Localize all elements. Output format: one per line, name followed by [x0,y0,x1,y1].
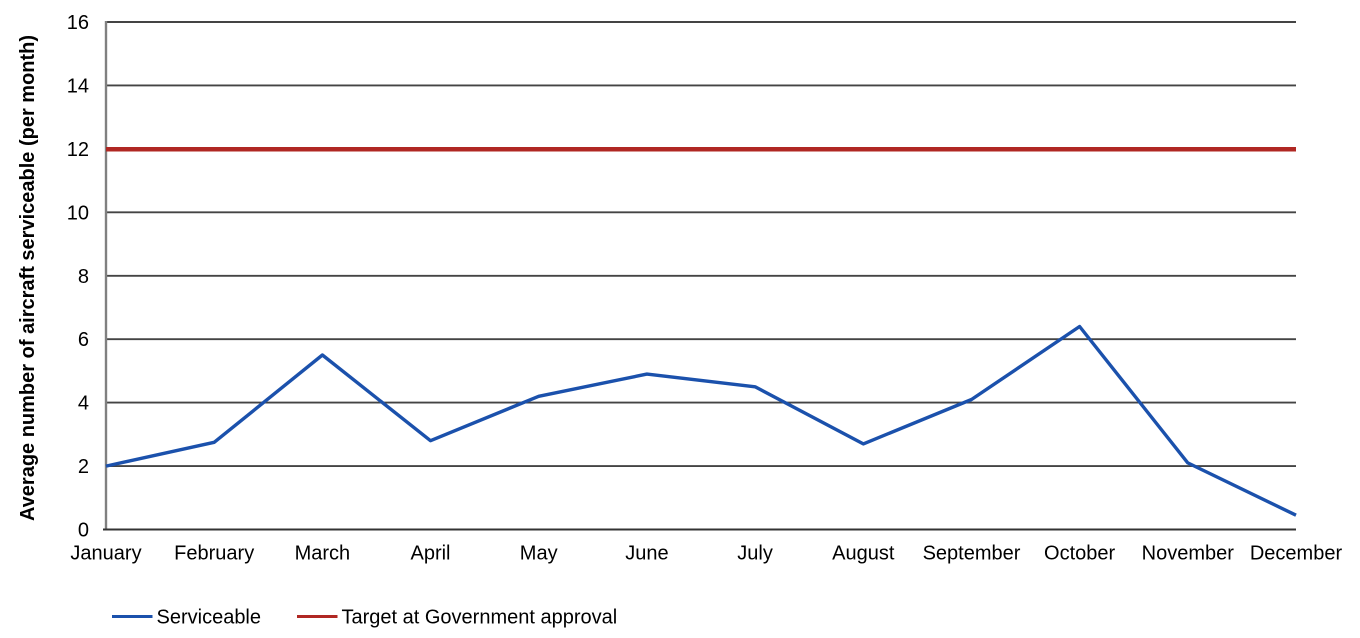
svg-text:February: February [174,543,254,565]
svg-text:8: 8 [78,266,89,288]
svg-text:March: March [295,543,351,565]
svg-text:10: 10 [67,202,89,224]
svg-text:October: October [1044,543,1115,565]
svg-text:April: April [410,543,450,565]
svg-text:September: September [923,543,1021,565]
svg-text:0: 0 [78,520,89,542]
svg-text:6: 6 [78,329,89,351]
svg-text:May: May [520,543,558,565]
svg-text:12: 12 [67,139,89,161]
svg-text:Serviceable: Serviceable [157,607,262,629]
svg-text:July: July [737,543,773,565]
svg-text:November: November [1142,543,1235,565]
svg-text:Target at Government approval: Target at Government approval [342,607,618,629]
svg-text:2: 2 [78,456,89,478]
svg-text:16: 16 [67,12,89,34]
svg-text:14: 14 [67,75,89,97]
svg-text:August: August [832,543,895,565]
svg-text:June: June [625,543,668,565]
svg-text:December: December [1250,543,1343,565]
svg-text:Average number of aircraft ser: Average number of aircraft serviceable (… [17,35,39,521]
svg-text:January: January [70,543,141,565]
svg-text:4: 4 [78,393,89,415]
